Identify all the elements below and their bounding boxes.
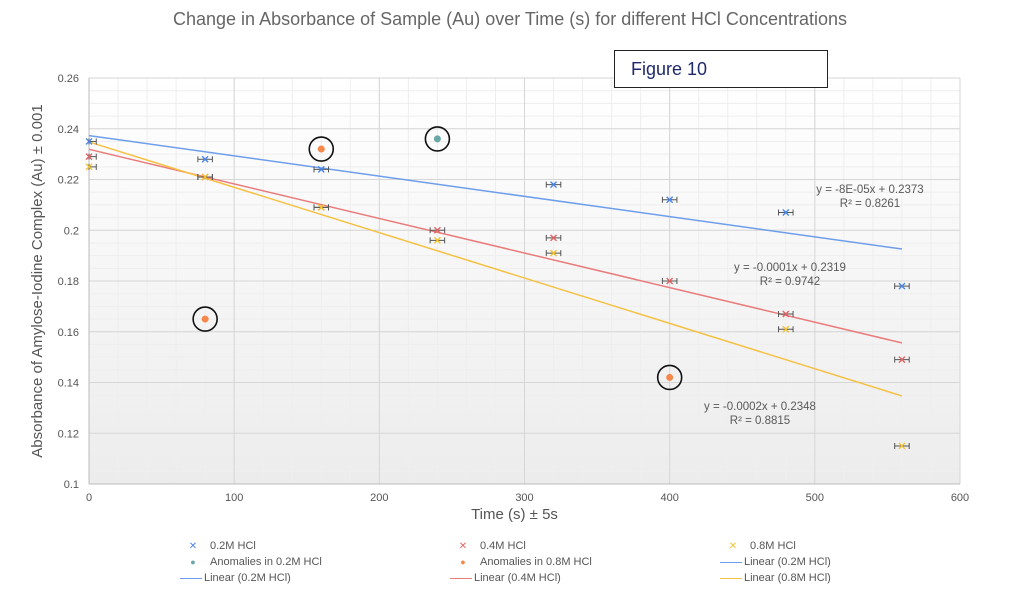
anomaly-point xyxy=(666,373,674,381)
anomaly-highlight-circle xyxy=(308,136,335,162)
legend-x-marker-icon: ✕ xyxy=(728,540,738,552)
legend-line-swatch xyxy=(720,577,742,579)
y-tick-label: 0.26 xyxy=(58,73,79,85)
anomaly-point xyxy=(433,135,441,143)
trendline-r-squared: R² = 0.8261 xyxy=(840,198,900,210)
legend-label: 0.4M HCl xyxy=(480,540,526,552)
data-point-x-marker xyxy=(85,137,93,145)
y-tick-label: 0.16 xyxy=(58,327,79,339)
legend-label: Linear (0.4M HCl) xyxy=(474,572,561,584)
legend-label: Anomalies in 0.2M HCl xyxy=(210,556,322,568)
x-tick-label: 300 xyxy=(515,492,533,504)
legend-entry: Linear (0.4M HCl) xyxy=(450,572,561,584)
data-point-x-marker xyxy=(85,153,93,161)
data-point-x-marker xyxy=(782,325,790,333)
data-point-x-marker xyxy=(433,236,441,244)
legend-x-marker-icon: ✕ xyxy=(188,540,198,552)
anomaly-highlight-circle xyxy=(656,364,683,391)
x-tick-label: 0 xyxy=(86,492,92,504)
x-axis-label: Time (s) ± 5s xyxy=(471,506,558,523)
legend-entry: ✕ 0.4M HCl xyxy=(450,540,526,552)
trendline-r-squared: R² = 0.9742 xyxy=(760,276,820,288)
data-point-x-marker xyxy=(550,234,558,242)
y-tick-label: 0.2 xyxy=(64,225,79,237)
legend-line-swatch xyxy=(720,561,742,563)
data-point-x-marker xyxy=(317,165,325,173)
y-tick-label: 0.14 xyxy=(58,378,79,390)
figure-label-box: Figure 10 xyxy=(614,50,828,88)
x-tick-label: 100 xyxy=(225,492,243,504)
trendline xyxy=(88,148,903,344)
x-tick-label: 600 xyxy=(951,492,969,504)
legend-label: Linear (0.2M HCl) xyxy=(744,556,831,568)
data-point-x-marker xyxy=(666,277,674,285)
y-tick-label: 0.24 xyxy=(58,124,79,136)
legend-label: Linear (0.8M HCl) xyxy=(744,572,831,584)
data-point-x-marker xyxy=(782,208,790,216)
anomaly-highlight-circle xyxy=(424,126,451,152)
legend-entry: Linear (0.2M HCl) xyxy=(720,556,831,568)
data-point-x-marker xyxy=(782,310,790,318)
legend-entry: ✕ 0.2M HCl xyxy=(180,540,256,552)
legend-label: 0.8M HCl xyxy=(750,540,796,552)
x-tick-label: 400 xyxy=(660,492,678,504)
data-point-x-marker xyxy=(201,155,209,163)
anomaly-point xyxy=(201,315,209,323)
trendline-equation: y = -0.0001x + 0.2319 xyxy=(734,262,846,274)
legend-entry: Linear (0.8M HCl) xyxy=(720,572,831,584)
legend-line-swatch xyxy=(180,577,202,579)
y-tick-label: 0.22 xyxy=(58,175,79,187)
data-point-x-marker xyxy=(550,249,558,257)
trendline-r-squared: R² = 0.8815 xyxy=(730,415,790,427)
y-axis-label: Absorbance of Amylose-Iodine Complex (Au… xyxy=(29,104,46,457)
legend-entry: ● Anomalies in 0.2M HCl xyxy=(180,556,322,568)
x-tick-label: 500 xyxy=(806,492,824,504)
data-point-x-marker xyxy=(898,282,906,290)
data-point-x-marker xyxy=(898,442,906,450)
anomaly-point xyxy=(317,145,325,153)
legend-label: Anomalies in 0.8M HCl xyxy=(480,556,592,568)
trendline-equation: y = -8E-05x + 0.2373 xyxy=(816,184,923,196)
data-point-x-marker xyxy=(898,356,906,364)
y-tick-label: 0.1 xyxy=(64,479,79,491)
legend-x-marker-icon: ✕ xyxy=(458,540,468,552)
data-point-x-marker xyxy=(201,173,209,181)
data-point-x-marker xyxy=(317,203,325,211)
legend-entry: ● Anomalies in 0.8M HCl xyxy=(450,556,592,568)
data-point-x-marker xyxy=(433,226,441,234)
legend-label: 0.2M HCl xyxy=(210,540,256,552)
figure-label: Figure 10 xyxy=(631,59,708,79)
legend-line-swatch xyxy=(450,577,472,579)
data-point-x-marker xyxy=(85,163,93,171)
chart-title: Change in Absorbance of Sample (Au) over… xyxy=(173,9,847,29)
trendline-equation: y = -0.0002x + 0.2348 xyxy=(704,401,816,413)
x-tick-label: 200 xyxy=(370,492,388,504)
data-point-x-marker xyxy=(666,196,674,204)
trendline xyxy=(88,134,903,250)
legend-entry: Linear (0.2M HCl) xyxy=(180,572,291,584)
legend-dot-marker-icon: ● xyxy=(190,557,196,567)
legend-label: Linear (0.2M HCl) xyxy=(204,572,291,584)
anomaly-highlight-circle xyxy=(192,306,218,332)
legend-entry: ✕ 0.8M HCl xyxy=(720,540,796,552)
trendline xyxy=(88,141,903,397)
data-point-x-marker xyxy=(550,181,558,189)
y-tick-label: 0.18 xyxy=(58,276,79,288)
legend-dot-marker-icon: ● xyxy=(460,557,466,567)
y-tick-label: 0.12 xyxy=(58,428,79,440)
